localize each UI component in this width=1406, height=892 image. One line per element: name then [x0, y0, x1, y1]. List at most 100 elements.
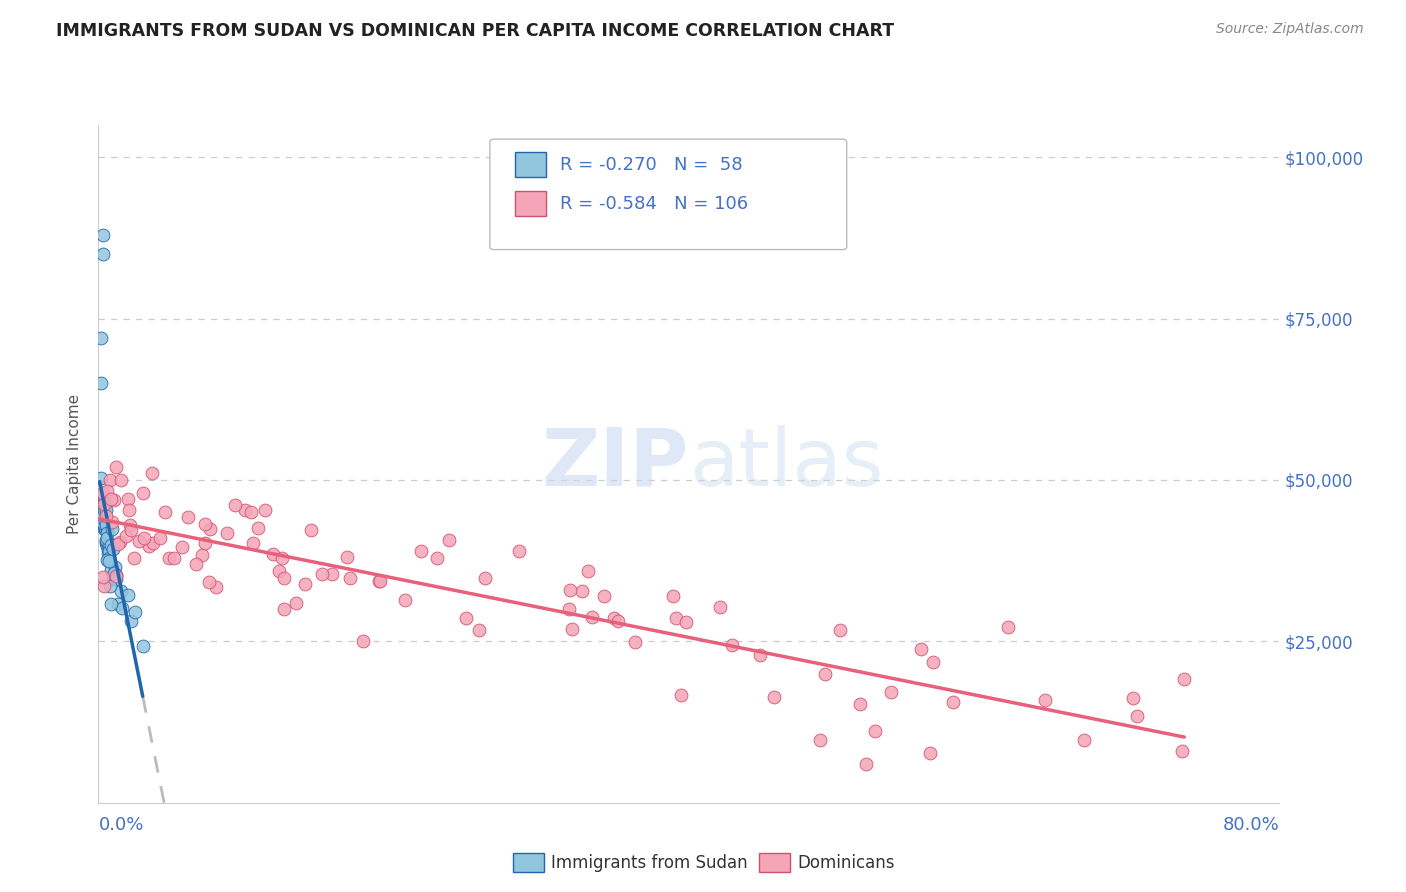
- Point: [675, 615, 697, 629]
- Point: [94, 521, 117, 535]
- Point: [233, 503, 256, 517]
- Point: [90, 376, 112, 391]
- Point: [1122, 690, 1144, 705]
- Point: [394, 593, 416, 607]
- Point: [93, 522, 115, 536]
- Point: [107, 597, 129, 611]
- Point: [93, 570, 115, 584]
- Point: [90, 489, 112, 503]
- Point: [90, 331, 112, 345]
- Point: [97, 538, 120, 552]
- Point: [709, 600, 731, 615]
- Point: [311, 567, 333, 582]
- Point: [93, 247, 115, 261]
- Point: [121, 614, 143, 628]
- Point: [141, 536, 163, 550]
- Point: [1033, 693, 1056, 707]
- Point: [93, 497, 115, 511]
- Point: [321, 566, 343, 581]
- Point: [94, 533, 117, 548]
- Point: [368, 574, 391, 589]
- Point: [101, 572, 124, 586]
- Point: [96, 483, 118, 498]
- Point: [880, 684, 903, 698]
- Point: [94, 521, 117, 535]
- Point: [669, 688, 692, 702]
- Point: [100, 597, 122, 611]
- Text: R = -0.584   N = 106: R = -0.584 N = 106: [561, 195, 748, 213]
- Point: [368, 574, 391, 588]
- Point: [128, 533, 150, 548]
- Point: [170, 541, 193, 555]
- Point: [273, 602, 295, 616]
- Point: [90, 471, 112, 485]
- Point: [96, 553, 118, 567]
- Point: [93, 516, 115, 531]
- Point: [96, 524, 118, 538]
- Text: atlas: atlas: [689, 425, 883, 503]
- Point: [111, 601, 134, 615]
- Point: [132, 486, 155, 500]
- Point: [103, 566, 125, 581]
- Point: [110, 584, 132, 599]
- Point: [101, 516, 124, 530]
- Point: [141, 467, 163, 481]
- Point: [571, 584, 593, 599]
- Point: [607, 614, 630, 628]
- Point: [104, 560, 127, 574]
- Point: [98, 551, 121, 566]
- Point: [91, 485, 114, 500]
- Point: [89, 511, 111, 525]
- Point: [176, 510, 198, 524]
- Point: [93, 491, 115, 506]
- Point: [863, 723, 886, 738]
- Point: [157, 551, 180, 566]
- Text: Immigrants from Sudan: Immigrants from Sudan: [551, 854, 748, 871]
- Point: [94, 533, 117, 547]
- Point: [576, 564, 599, 578]
- Point: [138, 539, 160, 553]
- Point: [602, 610, 624, 624]
- Point: [100, 522, 122, 536]
- Point: [224, 498, 246, 512]
- Text: IMMIGRANTS FROM SUDAN VS DOMINICAN PER CAPITA INCOME CORRELATION CHART: IMMIGRANTS FROM SUDAN VS DOMINICAN PER C…: [56, 22, 894, 40]
- Point: [122, 551, 145, 566]
- Point: [194, 536, 217, 550]
- Point: [91, 508, 114, 522]
- Text: 0.0%: 0.0%: [98, 816, 143, 834]
- Point: [808, 732, 831, 747]
- Point: [426, 551, 449, 566]
- Point: [1073, 733, 1095, 747]
- Point: [814, 666, 837, 681]
- Point: [409, 544, 432, 558]
- Point: [1170, 744, 1192, 758]
- Point: [749, 648, 772, 662]
- Point: [830, 623, 852, 637]
- Point: [198, 522, 221, 536]
- Point: [100, 491, 122, 506]
- Y-axis label: Per Capita Income: Per Capita Income: [67, 393, 83, 534]
- Point: [508, 543, 530, 558]
- Point: [107, 537, 129, 551]
- Point: [97, 554, 120, 568]
- Text: ZIP: ZIP: [541, 425, 689, 503]
- Point: [665, 611, 688, 625]
- Point: [96, 531, 118, 545]
- Point: [105, 569, 128, 583]
- Point: [132, 531, 155, 545]
- Point: [96, 540, 118, 554]
- Point: [105, 568, 128, 582]
- Point: [558, 602, 581, 616]
- Point: [922, 655, 945, 669]
- Point: [336, 549, 359, 564]
- Point: [91, 495, 114, 509]
- Point: [100, 538, 122, 552]
- Point: [90, 516, 112, 530]
- Point: [90, 500, 112, 514]
- Point: [910, 642, 932, 657]
- Point: [97, 543, 120, 558]
- Point: [93, 497, 115, 511]
- Point: [273, 571, 295, 585]
- Point: [91, 498, 114, 512]
- Point: [474, 571, 496, 585]
